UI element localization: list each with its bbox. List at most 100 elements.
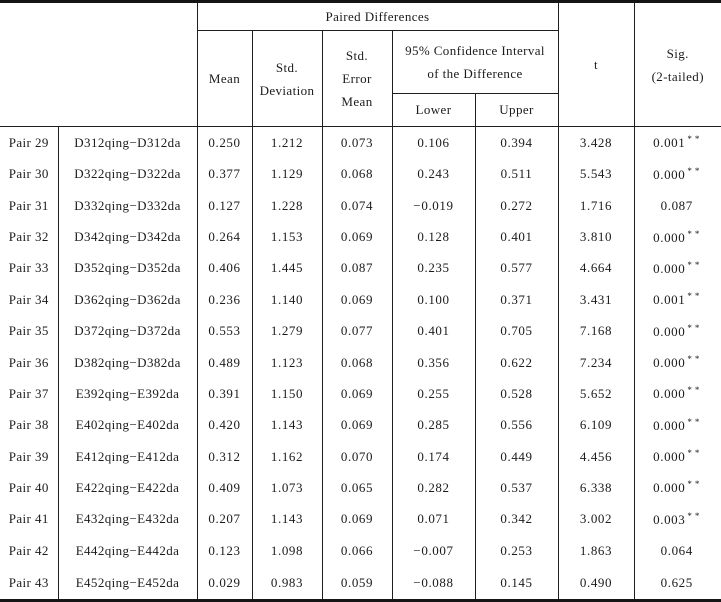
- ci-lower-value: 0.285: [392, 409, 476, 441]
- pair-variables: D372qing−D372da: [58, 315, 198, 347]
- confidence-interval-label-line2: of the Difference: [427, 66, 523, 81]
- ci-lower-value: −0.088: [392, 566, 476, 601]
- ci-upper-value: 0.272: [475, 190, 559, 222]
- ci-upper-value: 0.705: [475, 315, 559, 347]
- pair-label: Pair 40: [0, 472, 59, 504]
- sig-label-line2: (2-tailed): [651, 68, 704, 84]
- pair-variables: D342qing−D342da: [58, 221, 198, 253]
- std-deviation-value: 1.153: [252, 221, 323, 253]
- ci-upper-value: 0.145: [475, 566, 559, 601]
- ci-lower-value: 0.235: [392, 252, 476, 285]
- ci-upper-value: 0.371: [475, 284, 559, 316]
- sig-value: 0.001 **: [634, 127, 721, 159]
- significance-stars-icon: **: [687, 448, 703, 459]
- table-header: Paired Differences t Sig. (2-tailed) Mea…: [0, 1, 721, 127]
- table-row: Pair 31 D332qing−D332da 0.127 1.228 0.07…: [0, 190, 721, 222]
- t-value: 5.543: [558, 158, 635, 191]
- sig-value: 0.000 **: [634, 253, 721, 284]
- t-value: 7.234: [558, 346, 635, 379]
- mean-value: 0.391: [197, 378, 253, 410]
- significance-stars-icon: **: [687, 385, 703, 396]
- mean-value: 0.312: [197, 440, 253, 473]
- ci-lower-value: 0.174: [392, 440, 476, 473]
- pair-label: Pair 36: [0, 346, 59, 379]
- column-header-t: t: [558, 1, 635, 127]
- column-header-std-error-mean: Std. Error Mean: [322, 30, 393, 127]
- t-value: 1.863: [558, 534, 635, 567]
- t-value: 3.428: [558, 126, 635, 159]
- sig-number: 0.000: [653, 480, 686, 496]
- sig-number: 0.000: [653, 417, 686, 433]
- std-deviation-value: 1.228: [252, 190, 323, 222]
- std-deviation-value: 1.212: [252, 126, 323, 159]
- significance-stars-icon: **: [687, 291, 703, 302]
- std-error-mean-label-line3: Mean: [341, 94, 373, 109]
- significance-stars-icon: **: [687, 510, 703, 521]
- std-error-mean-value: 0.073: [322, 126, 393, 159]
- pair-variables: D332qing−D332da: [58, 190, 198, 222]
- std-error-mean-value: 0.066: [322, 534, 393, 567]
- ci-lower-value: 0.071: [392, 503, 476, 535]
- sig-number: 0.001: [653, 292, 686, 308]
- column-header-sig: Sig. (2-tailed): [634, 1, 721, 127]
- std-deviation-value: 1.150: [252, 378, 323, 410]
- t-value: 7.168: [558, 315, 635, 347]
- std-error-mean-value: 0.087: [322, 252, 393, 285]
- sig-number: 0.000: [653, 355, 686, 370]
- t-value: 6.338: [558, 472, 635, 504]
- ci-lower-value: 0.100: [392, 284, 476, 316]
- std-deviation-value: 1.143: [252, 409, 323, 441]
- mean-value: 0.409: [197, 472, 253, 504]
- sig-number: 0.001: [653, 135, 686, 151]
- std-error-mean-value: 0.077: [322, 315, 393, 347]
- mean-value: 0.127: [197, 190, 253, 222]
- sig-value: 0.087: [634, 190, 721, 221]
- pair-variables: E432qing−E432da: [58, 503, 198, 535]
- mean-value: 0.029: [197, 566, 253, 601]
- significance-stars-icon: **: [687, 322, 703, 333]
- pair-variables: D312qing−D312da: [58, 126, 198, 159]
- pair-label: Pair 38: [0, 409, 59, 441]
- std-deviation-label-line1: Std.: [275, 59, 299, 75]
- std-error-mean-value: 0.069: [322, 503, 393, 535]
- sig-value: 0.000 **: [634, 347, 721, 378]
- table-row: Pair 41 E432qing−E432da 0.207 1.143 0.06…: [0, 503, 721, 535]
- std-error-mean-value: 0.065: [322, 472, 393, 504]
- sig-number: 0.000: [653, 229, 686, 245]
- ci-lower-value: 0.401: [392, 315, 476, 347]
- t-value: 3.810: [558, 221, 635, 253]
- std-deviation-value: 1.162: [252, 440, 323, 473]
- pair-label: Pair 29: [0, 126, 59, 159]
- sig-number: 0.000: [653, 260, 686, 276]
- column-header-std-deviation: Std. Deviation: [252, 30, 323, 127]
- table-row: Pair 39 E412qing−E412da 0.312 1.162 0.07…: [0, 440, 721, 473]
- sig-number: 0.625: [660, 575, 693, 591]
- table-row: Pair 35 D372qing−D372da 0.553 1.279 0.07…: [0, 315, 721, 347]
- std-deviation-value: 1.143: [252, 503, 323, 535]
- table-row: Pair 36 D382qing−D382da 0.489 1.123 0.06…: [0, 346, 721, 379]
- mean-value: 0.489: [197, 346, 253, 379]
- std-error-mean-value: 0.074: [322, 190, 393, 222]
- std-error-mean-value: 0.068: [322, 346, 393, 379]
- sig-value: 0.001 **: [634, 284, 721, 315]
- significance-stars-icon: **: [687, 416, 703, 427]
- std-error-mean-label-line1: Std.: [345, 48, 369, 63]
- significance-stars-icon: **: [687, 228, 703, 239]
- pair-variables: E442qing−E442da: [58, 534, 198, 567]
- sig-number: 0.064: [660, 543, 693, 559]
- mean-value: 0.406: [197, 252, 253, 285]
- std-error-mean-value: 0.069: [322, 221, 393, 253]
- std-deviation-value: 0.983: [252, 566, 323, 601]
- std-error-mean-value: 0.069: [322, 378, 393, 410]
- column-group-header-paired-differences: Paired Differences: [197, 1, 559, 31]
- std-error-mean-label-line2: Error: [342, 71, 372, 86]
- t-value: 4.664: [558, 252, 635, 285]
- ci-lower-value: −0.019: [392, 190, 476, 222]
- pair-variables: E412qing−E412da: [58, 440, 198, 473]
- pair-variables: E422qing−E422da: [58, 472, 198, 504]
- pair-label: Pair 32: [0, 221, 59, 253]
- sig-value: 0.000 **: [634, 315, 721, 346]
- significance-stars-icon: **: [687, 134, 703, 145]
- ci-upper-value: 0.342: [475, 503, 559, 535]
